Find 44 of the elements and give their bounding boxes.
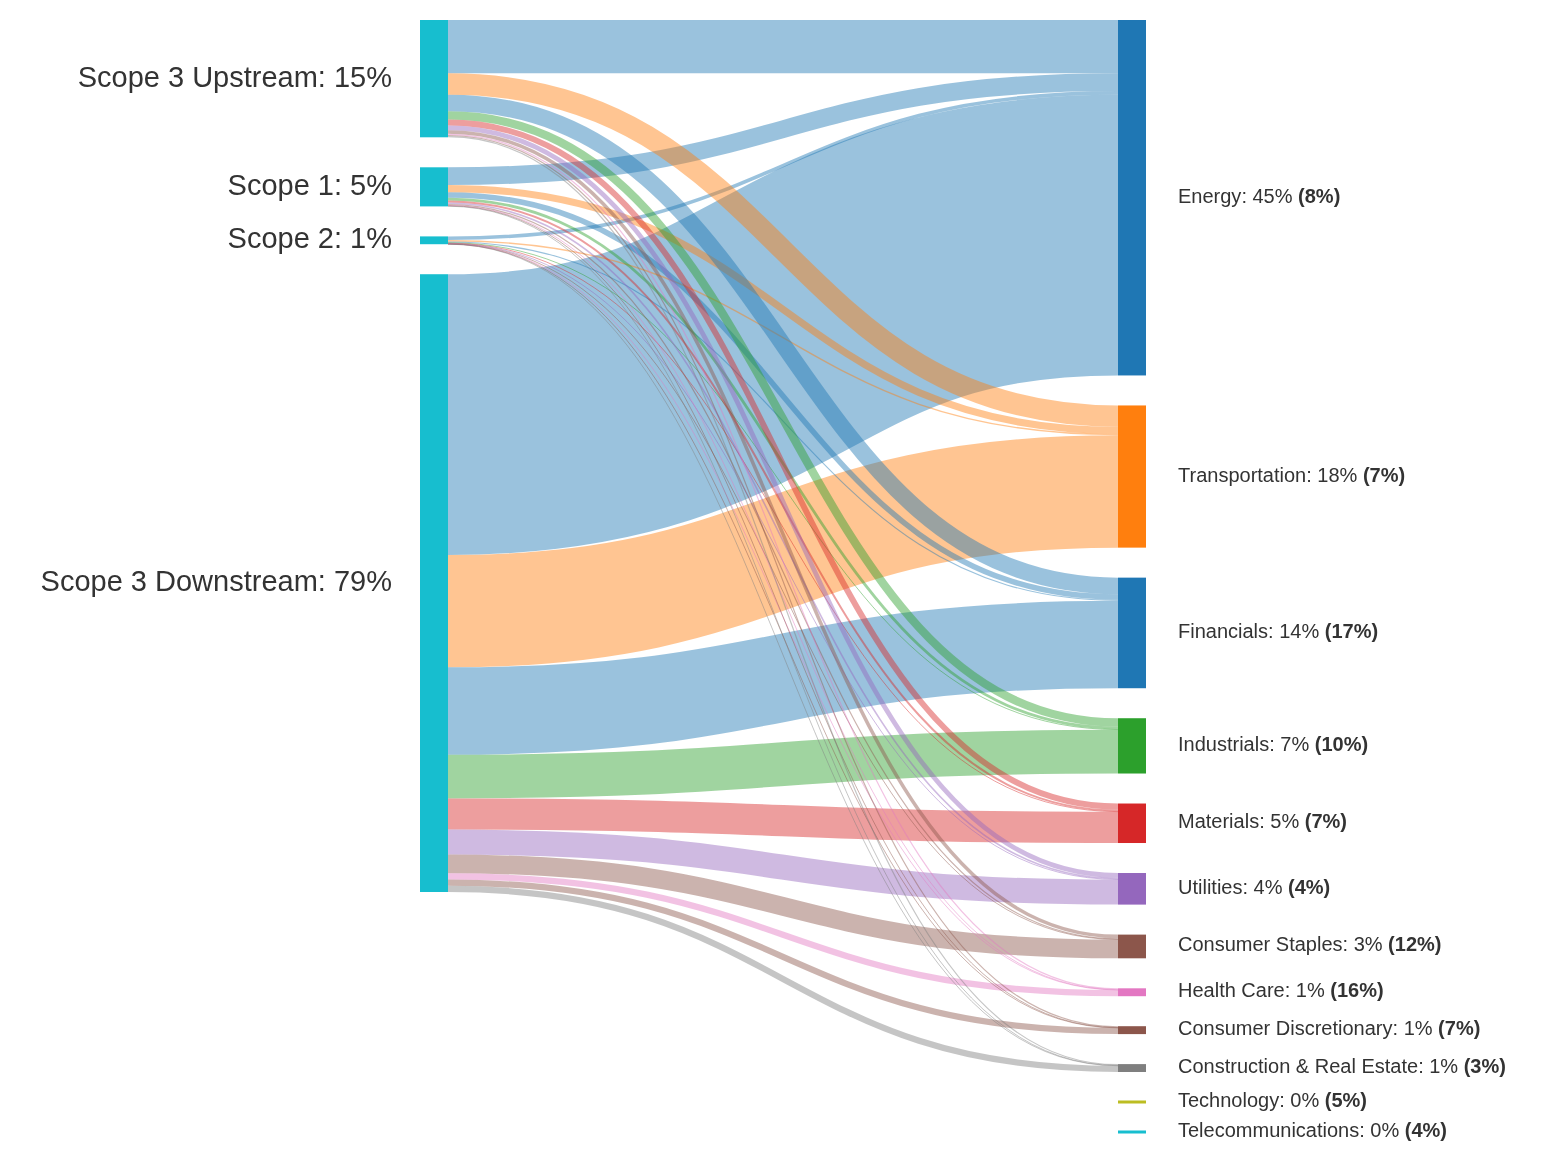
category-label: Health Care [1178,979,1285,1002]
data-label: : 45% [1241,185,1299,208]
data-label: : 1% [1284,979,1331,1002]
data-label: (8%) [1298,185,1341,208]
category-label: Scope 1 [227,168,334,201]
data-label: : 79% [317,564,392,597]
data-label: : 7% [1269,733,1315,756]
data-label: : 1% [1418,1055,1464,1078]
data-label: (5%) [1324,1089,1367,1112]
data-label: (7%) [1438,1017,1481,1040]
category-label: Transportation [1178,463,1307,486]
data-label: : 1% [1392,1017,1439,1040]
data-label: : 15% [317,60,392,93]
data-label: : 3% [1342,933,1389,956]
category-label: Scope 3 Upstream [77,60,318,93]
data-label: (3%) [1463,1055,1506,1078]
category-label: Telecommunications [1178,1119,1360,1142]
data-label: (4%) [1288,876,1331,899]
category-label: Industrials [1178,733,1270,756]
category-label: Scope 3 Downstream [40,564,318,597]
data-label: : 14% [1268,620,1325,643]
data-label: (16%) [1330,979,1384,1002]
data-label: : 4% [1242,876,1289,899]
category-label: Consumer Discretionary [1178,1017,1393,1040]
category-label: Financials [1178,620,1269,643]
data-label: (17%) [1324,620,1379,643]
category-label: Energy [1178,185,1242,208]
data-label: : 18% [1306,463,1363,486]
category-label: Scope 2 [227,221,334,254]
data-label: : 1% [333,221,392,254]
category-label: Materials [1178,810,1260,833]
data-label: : 5% [1259,810,1305,833]
data-label: (7%) [1304,810,1347,833]
data-label: (10%) [1314,733,1369,756]
data-label: : 0% [1359,1119,1405,1142]
category-label: Construction & Real Estate [1178,1055,1419,1078]
category-label: Technology [1178,1089,1280,1112]
data-label: : 5% [333,168,392,201]
data-label: (4%) [1404,1119,1448,1142]
category-label: Utilities [1178,876,1243,899]
data-label: : 0% [1279,1089,1325,1112]
category-label: Consumer Staples [1178,933,1343,956]
data-label: (7%) [1362,463,1406,486]
data-label: (12%) [1388,933,1442,956]
